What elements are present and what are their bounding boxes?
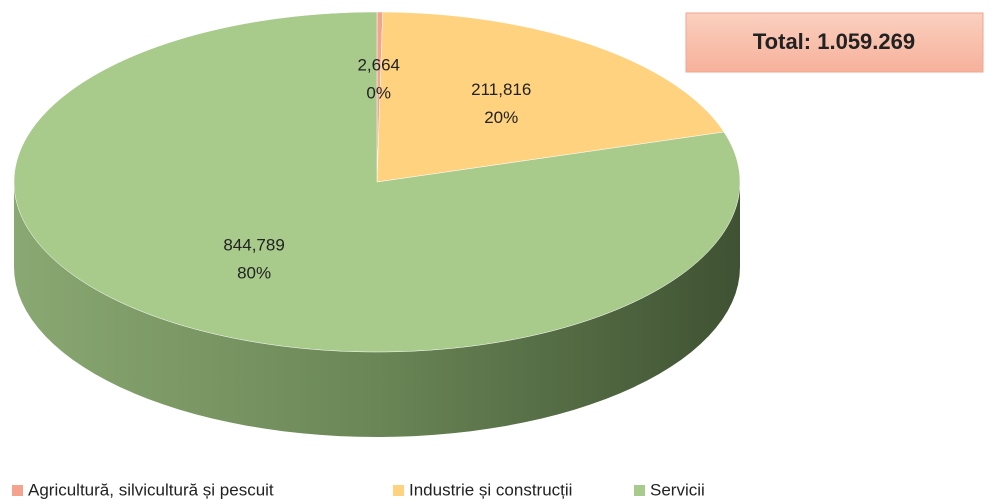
percent-label: 0% — [366, 83, 391, 102]
pie-slice — [13, 11, 741, 353]
percent-label: 80% — [237, 263, 271, 282]
legend-swatch — [634, 485, 645, 496]
legend-swatch — [12, 485, 23, 496]
pie — [13, 11, 741, 437]
data-label: 211,816 — [471, 80, 531, 99]
legend-label: Servicii — [650, 480, 705, 499]
data-label: 844,789 — [223, 235, 284, 254]
legend-swatch — [393, 485, 404, 496]
pie-slice — [376, 11, 725, 183]
legend-label: Industrie și construcții — [409, 480, 572, 499]
data-label: 2,664 — [357, 55, 400, 74]
total-box — [685, 12, 984, 73]
percent-label: 20% — [484, 108, 518, 127]
pie-side — [14, 182, 740, 437]
total-annotation: Total: 1.059.269 — [753, 29, 915, 54]
legend-label: Agricultură, silvicultură și pescuit — [28, 480, 274, 499]
